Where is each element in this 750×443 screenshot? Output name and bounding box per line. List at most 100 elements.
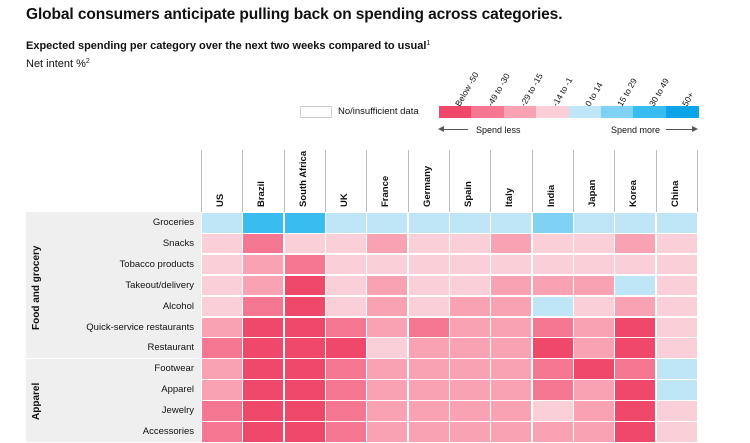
column-separator xyxy=(572,150,574,212)
heatmap-cell xyxy=(614,274,657,297)
heatmap-cell xyxy=(366,295,409,318)
heatmap-cell xyxy=(490,421,533,443)
heatmap-cell xyxy=(324,358,367,380)
heatmap-cell xyxy=(448,358,491,380)
heatmap-cell xyxy=(655,421,698,443)
heatmap-cell xyxy=(283,212,326,234)
heatmap-cell xyxy=(324,274,367,297)
heatmap-cell xyxy=(242,274,285,297)
heatmap-cell xyxy=(614,232,657,255)
arrow-right-icon xyxy=(692,126,698,132)
column-separator xyxy=(201,150,202,212)
spend-more-label: Spend more xyxy=(611,125,661,135)
heatmap-cell xyxy=(366,358,409,380)
heatmap-cell xyxy=(366,379,409,401)
heatmap-cell xyxy=(531,295,574,318)
legend-bin-label: -29 to -15 xyxy=(517,71,545,108)
column-separator xyxy=(696,150,698,212)
heatmap-cell xyxy=(242,232,285,255)
heatmap-cell xyxy=(283,274,326,297)
row-label: Tobacco products xyxy=(119,258,194,270)
heatmap-cell xyxy=(407,379,450,401)
column-separator xyxy=(655,150,657,212)
heatmap-cell xyxy=(201,358,243,380)
row-group-label: Food and grocery xyxy=(31,245,42,330)
heatmap-cell xyxy=(324,421,367,443)
column-separator xyxy=(614,150,616,212)
heatmap-cell xyxy=(201,274,243,297)
legend-bin-label: 30 to 49 xyxy=(647,76,672,108)
heatmap-cell xyxy=(655,232,698,255)
heatmap-cell xyxy=(201,232,243,255)
heatmap-cell xyxy=(490,358,533,380)
heatmap-cell xyxy=(655,379,698,401)
column-header: US xyxy=(215,193,226,207)
column-separator xyxy=(490,150,492,212)
row-label: Accessories xyxy=(142,426,194,437)
column-header: South Africa xyxy=(297,150,309,207)
heatmap-cell xyxy=(490,337,533,359)
heatmap-cell xyxy=(655,337,698,359)
heatmap-cell xyxy=(614,337,657,359)
heatmap-cell xyxy=(448,274,491,297)
heatmap-cell xyxy=(531,274,574,297)
heatmap-cell xyxy=(366,274,409,297)
heatmap-cell xyxy=(614,212,657,234)
heatmap-cell xyxy=(448,253,491,276)
heatmap-cell xyxy=(366,232,409,255)
heatmap-cell xyxy=(366,253,409,276)
heatmap-cell xyxy=(655,253,698,276)
heatmap-cell xyxy=(283,232,326,255)
heatmap-cell xyxy=(572,379,615,401)
heatmap-cell xyxy=(531,421,574,443)
column-separator xyxy=(242,150,244,212)
heatmap-cell xyxy=(572,212,615,234)
column-header: Germany xyxy=(421,165,433,207)
heatmap-cell xyxy=(407,316,450,338)
heatmap-cell xyxy=(201,421,243,443)
row-label: Takeout/delivery xyxy=(125,279,194,291)
row-group-label: Apparel xyxy=(31,382,42,420)
column-separator xyxy=(283,150,285,212)
heatmap-cell xyxy=(366,316,409,338)
legend-swatch xyxy=(633,106,667,118)
row-group-background xyxy=(26,359,201,442)
heatmap-cell xyxy=(531,232,574,255)
legend-swatch xyxy=(503,106,537,118)
subtitle-text: Expected spending per category over the … xyxy=(26,40,427,52)
heatmap-cell xyxy=(572,232,615,255)
heatmap-cell xyxy=(366,421,409,443)
heatmap-cell xyxy=(407,421,450,443)
heatmap-cell xyxy=(324,400,367,422)
legend-bin-label: -49 to -30 xyxy=(485,71,513,108)
unit-footnote-marker: 2 xyxy=(85,58,90,65)
legend-swatch xyxy=(439,106,472,118)
heatmap-cell xyxy=(448,400,491,422)
chart-title: Global consumers anticipate pulling back… xyxy=(26,6,563,23)
row-label: Groceries xyxy=(152,217,194,228)
heatmap-cell xyxy=(614,295,657,318)
heatmap-cell xyxy=(572,274,615,297)
heatmap-cell xyxy=(407,232,450,255)
heatmap-cell xyxy=(283,358,326,380)
column-separator xyxy=(407,150,409,212)
spend-less-arrow-line xyxy=(444,129,468,130)
heatmap-cell xyxy=(407,295,450,318)
heatmap-cell xyxy=(614,253,657,276)
heatmap-cell xyxy=(201,253,243,276)
legend-swatch xyxy=(601,106,634,118)
heatmap-cell xyxy=(531,379,574,401)
heatmap-cell xyxy=(283,421,326,443)
heatmap-cell xyxy=(572,337,615,359)
heatmap-cell xyxy=(531,253,574,276)
heatmap-cell xyxy=(448,232,491,255)
row-label: Apparel xyxy=(161,384,194,396)
heatmap-cell xyxy=(242,379,285,401)
heatmap-cell xyxy=(324,253,367,276)
heatmap-cell xyxy=(201,212,243,234)
heatmap-cell xyxy=(655,295,698,318)
heatmap-cell xyxy=(572,316,615,338)
legend-swatch xyxy=(536,106,570,118)
row-label: Jewelry xyxy=(161,405,194,417)
heatmap-cell xyxy=(614,316,657,338)
